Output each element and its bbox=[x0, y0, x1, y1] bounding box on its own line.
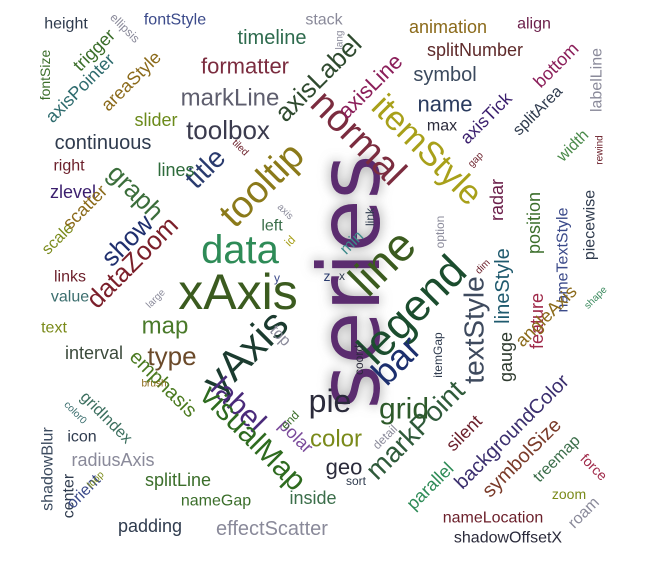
word-x-axis: xAxis bbox=[178, 264, 297, 320]
word-map: map bbox=[142, 313, 189, 340]
word-color: color bbox=[310, 426, 362, 453]
word-z: z bbox=[324, 268, 331, 284]
word-loop: loop bbox=[85, 469, 106, 490]
word-height: height bbox=[44, 16, 88, 33]
word-shape: shape bbox=[582, 284, 609, 311]
word-text: text bbox=[41, 320, 67, 337]
word-id: id bbox=[282, 233, 299, 250]
word-parallel: parallel bbox=[402, 458, 457, 513]
word-force: force bbox=[577, 450, 610, 483]
word-split-number: splitNumber bbox=[427, 40, 523, 60]
word-link: link bbox=[363, 207, 377, 226]
word-item-gap: itemGap bbox=[431, 332, 445, 378]
word-font-style: fontStyle bbox=[144, 12, 206, 29]
word-formatter: formatter bbox=[201, 54, 289, 79]
word-center: center bbox=[61, 473, 78, 518]
word-line-style: lineStyle bbox=[492, 248, 514, 324]
word-lines: lines bbox=[157, 160, 194, 180]
word-lang: lang bbox=[335, 31, 346, 50]
word-inside: inside bbox=[289, 488, 336, 508]
word-shadow-blur: shadowBlur bbox=[40, 427, 57, 511]
word-effect-scatter: effectScatter bbox=[216, 518, 328, 540]
word-font-size: fontSize bbox=[37, 49, 53, 100]
word-coord: coord bbox=[352, 345, 366, 375]
word-y: y bbox=[274, 271, 280, 285]
word-continuous: continuous bbox=[55, 132, 152, 154]
word-piecewise: piecewise bbox=[582, 190, 599, 260]
word-split-line: splitLine bbox=[145, 470, 211, 490]
word-stack: stack bbox=[305, 12, 343, 29]
word-name-location: nameLocation bbox=[443, 510, 544, 527]
word-feature: feature bbox=[527, 293, 547, 349]
word-radar: radar bbox=[487, 179, 507, 221]
word-shadow-offset-x: shadowOffsetX bbox=[454, 530, 563, 547]
word-left: left bbox=[261, 218, 283, 235]
word-width: width bbox=[553, 127, 592, 166]
word-large: large bbox=[144, 287, 168, 311]
word-value: value bbox=[51, 289, 89, 306]
word-gauge: gauge bbox=[496, 332, 516, 382]
word-links: links bbox=[54, 269, 86, 286]
word-toolbox: toolbox bbox=[186, 115, 270, 145]
word-slider: slider bbox=[134, 110, 177, 130]
word-sort: sort bbox=[346, 474, 367, 488]
word-name: name bbox=[417, 92, 472, 117]
word-option: option bbox=[433, 216, 447, 249]
word-right: right bbox=[53, 158, 85, 175]
word-series: series bbox=[300, 155, 400, 410]
word-split-area: splitArea bbox=[510, 83, 566, 139]
word-grid: grid bbox=[379, 393, 429, 426]
word-brush: brush bbox=[141, 379, 166, 390]
word-align: align bbox=[517, 16, 551, 33]
word-icon: icon bbox=[67, 429, 96, 446]
word-mark-line: markLine bbox=[181, 85, 280, 112]
word-interval: interval bbox=[65, 343, 123, 363]
word-dim: dim bbox=[473, 257, 492, 276]
word-geo: geo bbox=[326, 455, 363, 480]
word-rewind: rewind bbox=[595, 135, 606, 164]
word-symbol: symbol bbox=[413, 64, 476, 86]
word-zoom: zoom bbox=[552, 486, 586, 502]
word-padding: padding bbox=[118, 516, 182, 536]
word-bottom: bottom bbox=[529, 38, 582, 91]
word-name-text-style: nameTextStyle bbox=[555, 207, 572, 312]
word-name-gap: nameGap bbox=[181, 493, 251, 510]
word-radius-axis: radiusAxis bbox=[71, 450, 154, 470]
word-zlevel: zlevel bbox=[50, 182, 96, 202]
word-label-line: labelLine bbox=[589, 48, 606, 112]
word-pie: pie bbox=[309, 383, 352, 419]
word-text-style: textStyle bbox=[459, 276, 490, 383]
word-type: type bbox=[147, 341, 196, 371]
word-data: data bbox=[201, 228, 280, 272]
word-max: max bbox=[427, 118, 457, 135]
word-animation: animation bbox=[409, 17, 487, 37]
word-x: x bbox=[339, 269, 345, 283]
word-timeline: timeline bbox=[238, 27, 307, 49]
word-position: position bbox=[524, 192, 544, 254]
